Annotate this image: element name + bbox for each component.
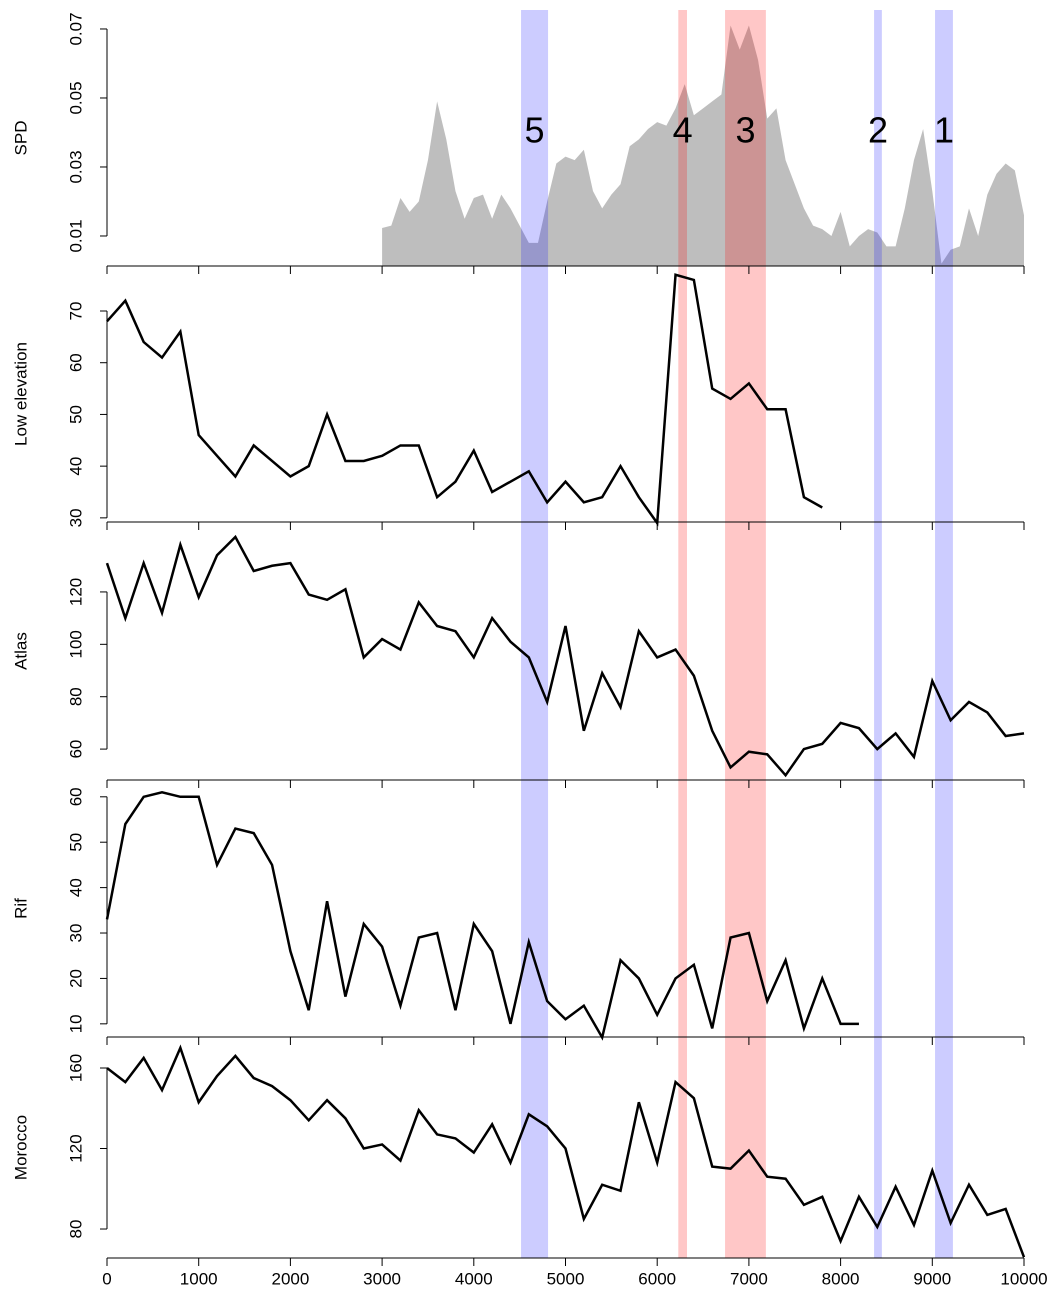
highlight-label: 3 bbox=[735, 110, 755, 151]
highlight-band bbox=[725, 10, 766, 1258]
x-tick-label: 3000 bbox=[363, 1269, 401, 1288]
data-line bbox=[106, 1044, 1026, 1258]
y-tick-label: 30 bbox=[66, 924, 85, 943]
highlight-label: 1 bbox=[934, 110, 954, 151]
x-tick-label: 0 bbox=[102, 1269, 111, 1288]
y-axis-label: SPD bbox=[11, 121, 30, 156]
data-line bbox=[106, 273, 823, 527]
y-tick-label: 40 bbox=[66, 457, 85, 476]
x-tick-label: 2000 bbox=[271, 1269, 309, 1288]
highlight-label: 2 bbox=[868, 110, 888, 151]
x-tick-label: 9000 bbox=[913, 1269, 951, 1288]
y-tick-label: 60 bbox=[66, 787, 85, 806]
y-axis-label: Morocco bbox=[11, 1115, 30, 1180]
y-tick-label: 10 bbox=[66, 1014, 85, 1033]
y-axis-label: Rif bbox=[11, 898, 30, 919]
y-tick-label: 0.05 bbox=[66, 81, 85, 114]
y-tick-label: 50 bbox=[66, 833, 85, 852]
highlight-band bbox=[935, 10, 953, 1258]
data-line bbox=[105, 790, 859, 1041]
y-tick-label: 0.01 bbox=[66, 219, 85, 252]
y-tick-label: 60 bbox=[66, 353, 85, 372]
spd-area bbox=[382, 25, 1025, 267]
y-tick-label: 20 bbox=[66, 969, 85, 988]
x-tick-label: 8000 bbox=[822, 1269, 860, 1288]
highlight-label: 5 bbox=[525, 110, 545, 151]
highlight-band bbox=[521, 10, 549, 1258]
x-tick-label: 6000 bbox=[638, 1269, 676, 1288]
y-tick-label: 100 bbox=[66, 630, 85, 658]
x-tick-label: 5000 bbox=[547, 1269, 585, 1288]
y-tick-label: 80 bbox=[66, 1220, 85, 1239]
y-tick-label: 80 bbox=[66, 687, 85, 706]
highlight-label: 4 bbox=[673, 110, 693, 151]
y-tick-label: 70 bbox=[66, 302, 85, 321]
x-tick-label: 7000 bbox=[730, 1269, 768, 1288]
y-tick-label: 50 bbox=[66, 405, 85, 424]
y-tick-label: 0.07 bbox=[66, 12, 85, 45]
data-line bbox=[105, 534, 1025, 778]
y-tick-label: 120 bbox=[66, 1134, 85, 1162]
y-tick-label: 30 bbox=[66, 508, 85, 527]
highlight-band bbox=[678, 10, 688, 1258]
y-tick-label: 120 bbox=[66, 578, 85, 606]
x-tick-label: 4000 bbox=[455, 1269, 493, 1288]
x-tick-label: 1000 bbox=[180, 1269, 218, 1288]
y-axis-label: Low elevation bbox=[11, 342, 30, 446]
highlight-band bbox=[874, 10, 882, 1258]
y-tick-label: 160 bbox=[66, 1054, 85, 1082]
y-tick-label: 60 bbox=[66, 740, 85, 759]
y-tick-label: 0.03 bbox=[66, 150, 85, 183]
y-tick-label: 40 bbox=[66, 878, 85, 897]
x-tick-label: 10000 bbox=[1000, 1269, 1047, 1288]
y-axis-label: Atlas bbox=[11, 632, 30, 670]
